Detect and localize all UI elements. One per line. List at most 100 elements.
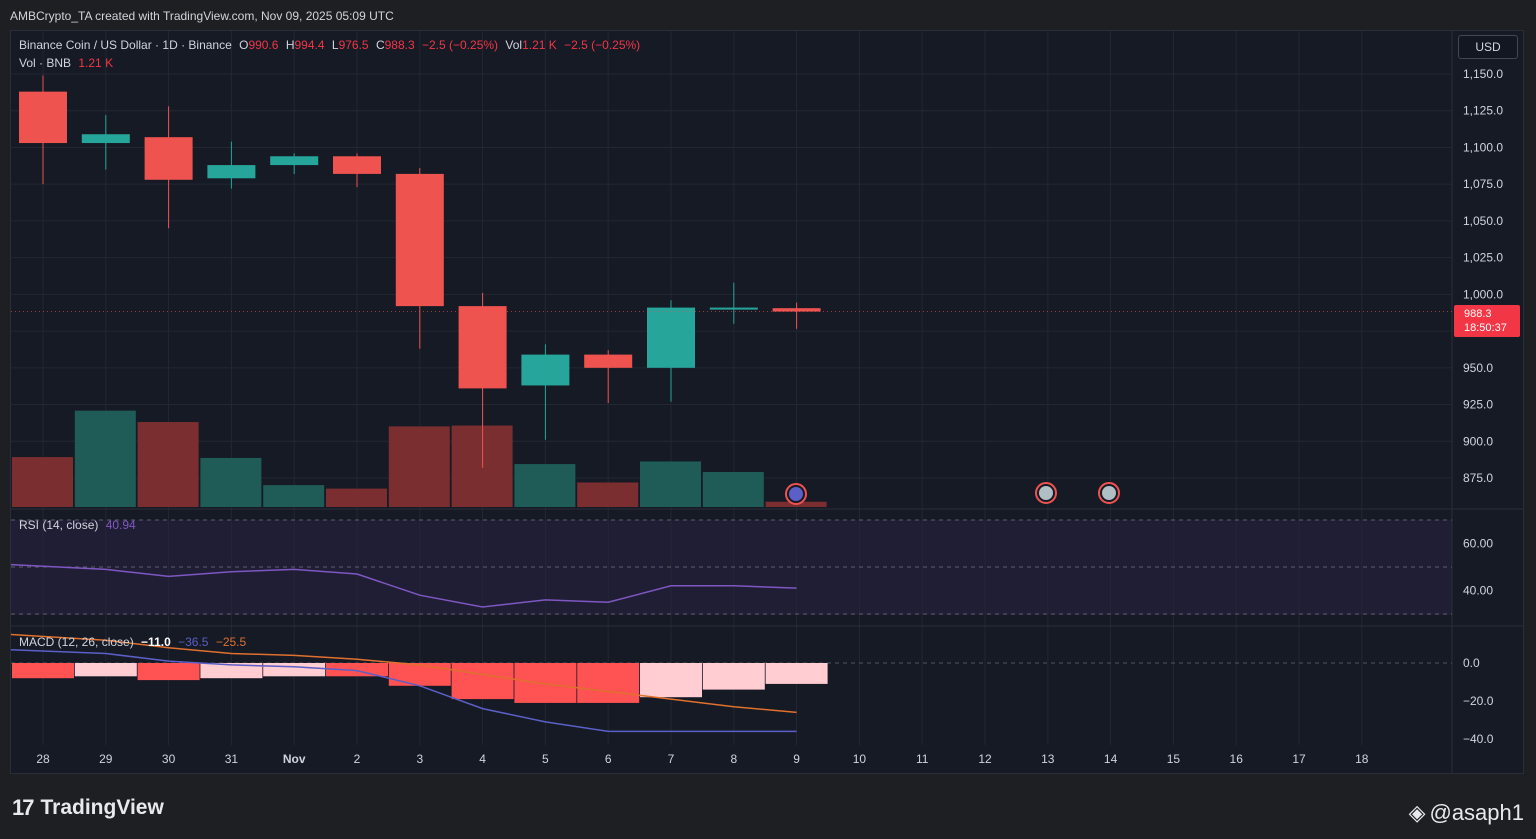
time-axis-tick: 29 xyxy=(99,752,113,766)
time-axis-tick: 18 xyxy=(1355,752,1369,766)
lightning-event-icon-inner xyxy=(789,487,803,501)
macd-histogram-bar xyxy=(765,663,828,684)
macd-value: −11.0 xyxy=(141,635,171,649)
open-label: O xyxy=(239,38,249,52)
time-axis-tick: 13 xyxy=(1041,752,1055,766)
change-value: −2.5 (−0.25%) xyxy=(421,38,499,52)
volume-bar xyxy=(326,488,387,507)
time-axis-tick: 16 xyxy=(1230,752,1244,766)
volume-bar xyxy=(388,426,450,507)
candle-body[interactable] xyxy=(270,156,319,166)
time-axis-tick: 6 xyxy=(605,752,612,766)
macd-histogram-bar xyxy=(640,663,702,698)
high-value: 994.4 xyxy=(294,38,325,52)
time-axis-tick: 28 xyxy=(36,752,50,766)
vol-change-value: −2.5 (−0.25%) xyxy=(564,38,641,52)
price-axis-tick: 1,075.0 xyxy=(1463,177,1503,191)
price-axis-tick: 875.0 xyxy=(1463,471,1493,485)
candle-body[interactable] xyxy=(458,306,507,389)
time-axis-tick: 30 xyxy=(162,752,176,766)
volume-bar xyxy=(514,464,576,507)
candle-body[interactable] xyxy=(521,354,570,386)
macd-signal-value: −36.5 xyxy=(178,635,209,649)
time-axis-tick: 11 xyxy=(916,752,929,766)
price-axis-tick: 1,150.0 xyxy=(1463,67,1503,81)
candle-body[interactable] xyxy=(709,307,758,310)
macd-histogram-bar xyxy=(451,663,514,700)
price-axis-tick: 1,100.0 xyxy=(1463,140,1503,154)
candle-body[interactable] xyxy=(19,91,67,144)
binance-diamond-icon: ◈ xyxy=(1408,800,1426,825)
time-axis-tick: 4 xyxy=(479,752,486,766)
macd-axis-tick: −40.0 xyxy=(1463,732,1494,746)
volume-bar xyxy=(263,485,325,507)
price-axis-tick: 900.0 xyxy=(1463,434,1493,448)
vol-value: 1.21 K xyxy=(522,38,557,52)
tradingview-logo[interactable]: 17 TradingView xyxy=(12,795,164,821)
rsi-label: RSI (14, close) xyxy=(19,518,99,532)
price-axis-tick: 925.0 xyxy=(1463,398,1493,412)
high-label: H xyxy=(285,38,295,52)
price-axis-tick: 950.0 xyxy=(1463,361,1493,375)
macd-histogram-bar xyxy=(74,663,137,677)
macd-histogram-bar xyxy=(326,663,388,677)
rsi-legend: RSI (14, close) 40.94 xyxy=(19,518,140,532)
close-label: C xyxy=(375,38,385,52)
volume-bar xyxy=(702,471,764,507)
rsi-axis-tick: 60.00 xyxy=(1463,537,1493,551)
time-axis-tick: 17 xyxy=(1292,752,1306,766)
last-price: 988.3 xyxy=(1464,308,1492,320)
open-value: 990.6 xyxy=(248,38,279,52)
volume-bar xyxy=(451,425,513,507)
time-axis-tick: Nov xyxy=(283,752,306,766)
last-price-tag: 988.3 18:50:37 xyxy=(1454,305,1520,337)
chart-attribution: AMBCrypto_TA created with TradingView.co… xyxy=(10,9,394,23)
volume-legend: Vol · BNB 1.21 K xyxy=(19,56,117,70)
candle-body[interactable] xyxy=(207,165,256,179)
price-axis-tick: 1,125.0 xyxy=(1463,104,1503,118)
candle-body[interactable] xyxy=(647,307,695,368)
candle-countdown: 18:50:37 xyxy=(1464,322,1507,334)
time-axis-tick: 9 xyxy=(793,752,800,766)
candle-body[interactable] xyxy=(333,156,381,174)
volume-bar xyxy=(74,410,136,507)
candle-body[interactable] xyxy=(144,137,193,180)
rsi-line xyxy=(10,563,797,608)
us-flag-event-icon-inner xyxy=(1039,486,1053,500)
macd-histogram-bar xyxy=(388,663,451,686)
symbol-label: Binance Coin / US Dollar · 1D · Binance xyxy=(19,38,232,52)
macd-hist-value: −25.5 xyxy=(215,635,247,649)
low-label: L xyxy=(331,38,339,52)
macd-line xyxy=(10,648,797,733)
macd-legend: MACD (12, 26, close) −11.0 −36.5 −25.5 xyxy=(19,635,250,649)
macd-histogram-bar xyxy=(137,663,200,681)
time-axis-tick: 2 xyxy=(354,752,361,766)
author-handle: @asaph1 xyxy=(1429,800,1524,825)
rsi-value: 40.94 xyxy=(105,518,136,532)
author-credit: ◈ @asaph1 xyxy=(1409,800,1524,826)
rsi-axis-tick: 40.00 xyxy=(1463,584,1493,598)
time-axis-tick: 31 xyxy=(225,752,239,766)
candle-body[interactable] xyxy=(772,308,821,312)
volume-series-value: 1.21 K xyxy=(78,56,114,70)
macd-histogram-bar xyxy=(263,663,326,677)
candle-body[interactable] xyxy=(584,354,633,368)
currency-button[interactable]: USD xyxy=(1458,35,1518,59)
chart-frame[interactable] xyxy=(10,30,1524,774)
volume-bar xyxy=(137,422,199,507)
volume-bar xyxy=(577,482,639,507)
macd-label: MACD (12, 26, close) xyxy=(19,635,134,649)
macd-histogram-bar xyxy=(702,663,765,690)
macd-histogram-bar xyxy=(200,663,263,679)
volume-bar xyxy=(200,457,262,507)
volume-bar xyxy=(640,461,701,507)
price-axis-tick: 1,000.0 xyxy=(1463,287,1503,301)
time-axis-tick: 8 xyxy=(730,752,737,766)
candle-body[interactable] xyxy=(395,173,444,307)
price-axis-tick: 1,050.0 xyxy=(1463,214,1503,228)
time-axis-tick: 12 xyxy=(978,752,992,766)
time-axis-tick: 10 xyxy=(853,752,867,766)
time-axis-tick: 14 xyxy=(1104,752,1118,766)
candle-body[interactable] xyxy=(81,134,130,144)
